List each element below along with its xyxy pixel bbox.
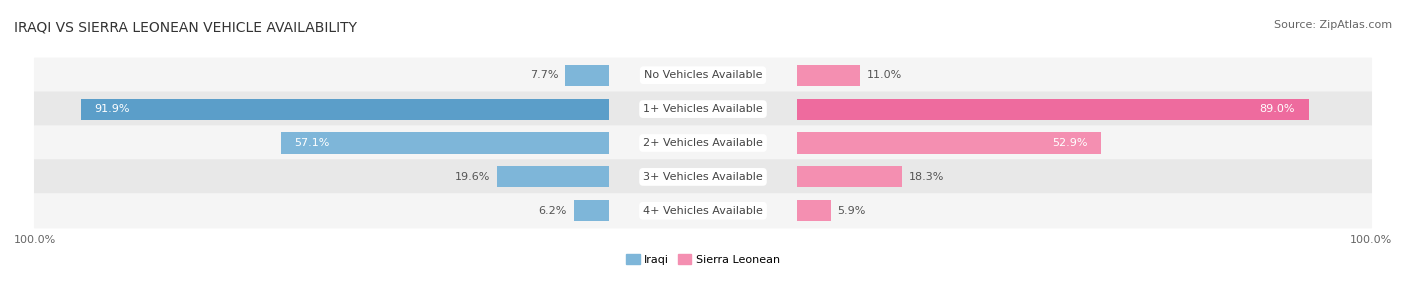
Text: 3+ Vehicles Available: 3+ Vehicles Available [643, 172, 763, 182]
Bar [574, 200, 609, 221]
Text: 91.9%: 91.9% [94, 104, 129, 114]
Bar [496, 166, 609, 187]
Text: 5.9%: 5.9% [837, 206, 866, 216]
Bar [797, 65, 860, 86]
Bar [797, 200, 831, 221]
FancyBboxPatch shape [34, 92, 1372, 127]
Bar [797, 166, 901, 187]
Text: 57.1%: 57.1% [294, 138, 329, 148]
Bar [281, 132, 609, 154]
Text: 100.0%: 100.0% [1350, 235, 1392, 245]
Text: 52.9%: 52.9% [1052, 138, 1088, 148]
FancyBboxPatch shape [34, 193, 1372, 229]
Text: 1+ Vehicles Available: 1+ Vehicles Available [643, 104, 763, 114]
Text: No Vehicles Available: No Vehicles Available [644, 70, 762, 80]
Text: 89.0%: 89.0% [1260, 104, 1295, 114]
Text: Source: ZipAtlas.com: Source: ZipAtlas.com [1274, 20, 1392, 30]
FancyBboxPatch shape [34, 125, 1372, 161]
Text: 18.3%: 18.3% [908, 172, 943, 182]
Text: 100.0%: 100.0% [14, 235, 56, 245]
Text: 19.6%: 19.6% [454, 172, 489, 182]
Bar [797, 99, 1309, 120]
Text: IRAQI VS SIERRA LEONEAN VEHICLE AVAILABILITY: IRAQI VS SIERRA LEONEAN VEHICLE AVAILABI… [14, 20, 357, 34]
Text: 4+ Vehicles Available: 4+ Vehicles Available [643, 206, 763, 216]
Bar [797, 132, 1101, 154]
Bar [565, 65, 609, 86]
Bar [80, 99, 609, 120]
Text: 11.0%: 11.0% [866, 70, 901, 80]
Text: 6.2%: 6.2% [538, 206, 567, 216]
Legend: Iraqi, Sierra Leonean: Iraqi, Sierra Leonean [621, 250, 785, 269]
Text: 2+ Vehicles Available: 2+ Vehicles Available [643, 138, 763, 148]
FancyBboxPatch shape [34, 57, 1372, 93]
Text: 7.7%: 7.7% [530, 70, 558, 80]
FancyBboxPatch shape [34, 159, 1372, 194]
